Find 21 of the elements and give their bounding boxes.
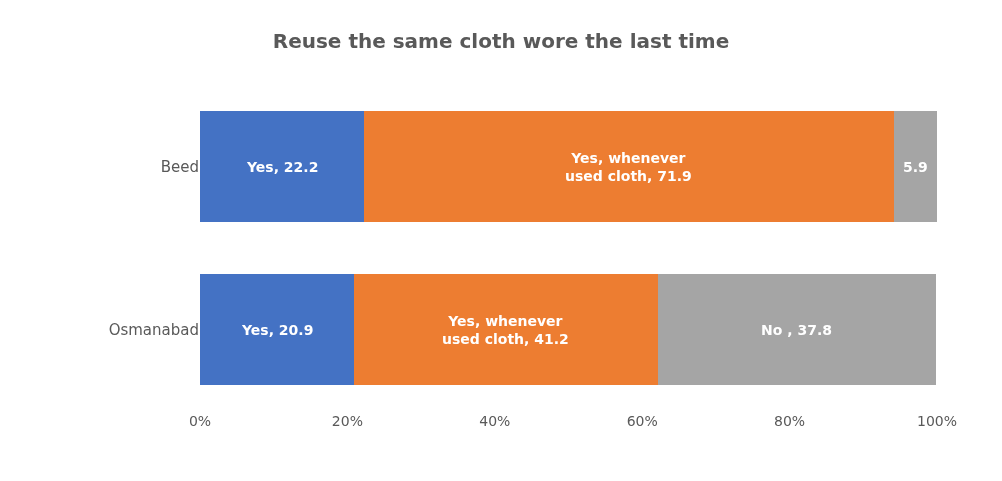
chart-title: Reuse the same cloth wore the last time <box>272 28 730 53</box>
data-label: No , 37.8 <box>761 322 832 338</box>
data-label: Yes, 20.9 <box>241 322 314 338</box>
x-tick-label: 0% <box>188 413 212 429</box>
data-label: Yes, whenever used cloth, 71.9 <box>565 150 692 185</box>
y-tick-label: Beed <box>160 157 199 176</box>
bar <box>200 111 364 222</box>
bar <box>200 274 355 385</box>
bar <box>354 274 658 385</box>
data-label: Yes, 22.2 <box>246 159 319 175</box>
x-tick-label: 20% <box>331 413 363 429</box>
bar <box>657 274 937 385</box>
x-tick-label: 80% <box>774 413 806 429</box>
bar <box>363 111 894 222</box>
y-tick-label: Osmanabad <box>108 320 199 339</box>
data-label: Yes, whenever used cloth, 41.2 <box>442 313 569 348</box>
x-tick-label: 100% <box>916 413 958 429</box>
bar <box>893 111 937 222</box>
x-tick-label: 60% <box>626 413 658 429</box>
x-tick-label: 40% <box>479 413 511 429</box>
data-label: 5.9 <box>903 159 928 175</box>
